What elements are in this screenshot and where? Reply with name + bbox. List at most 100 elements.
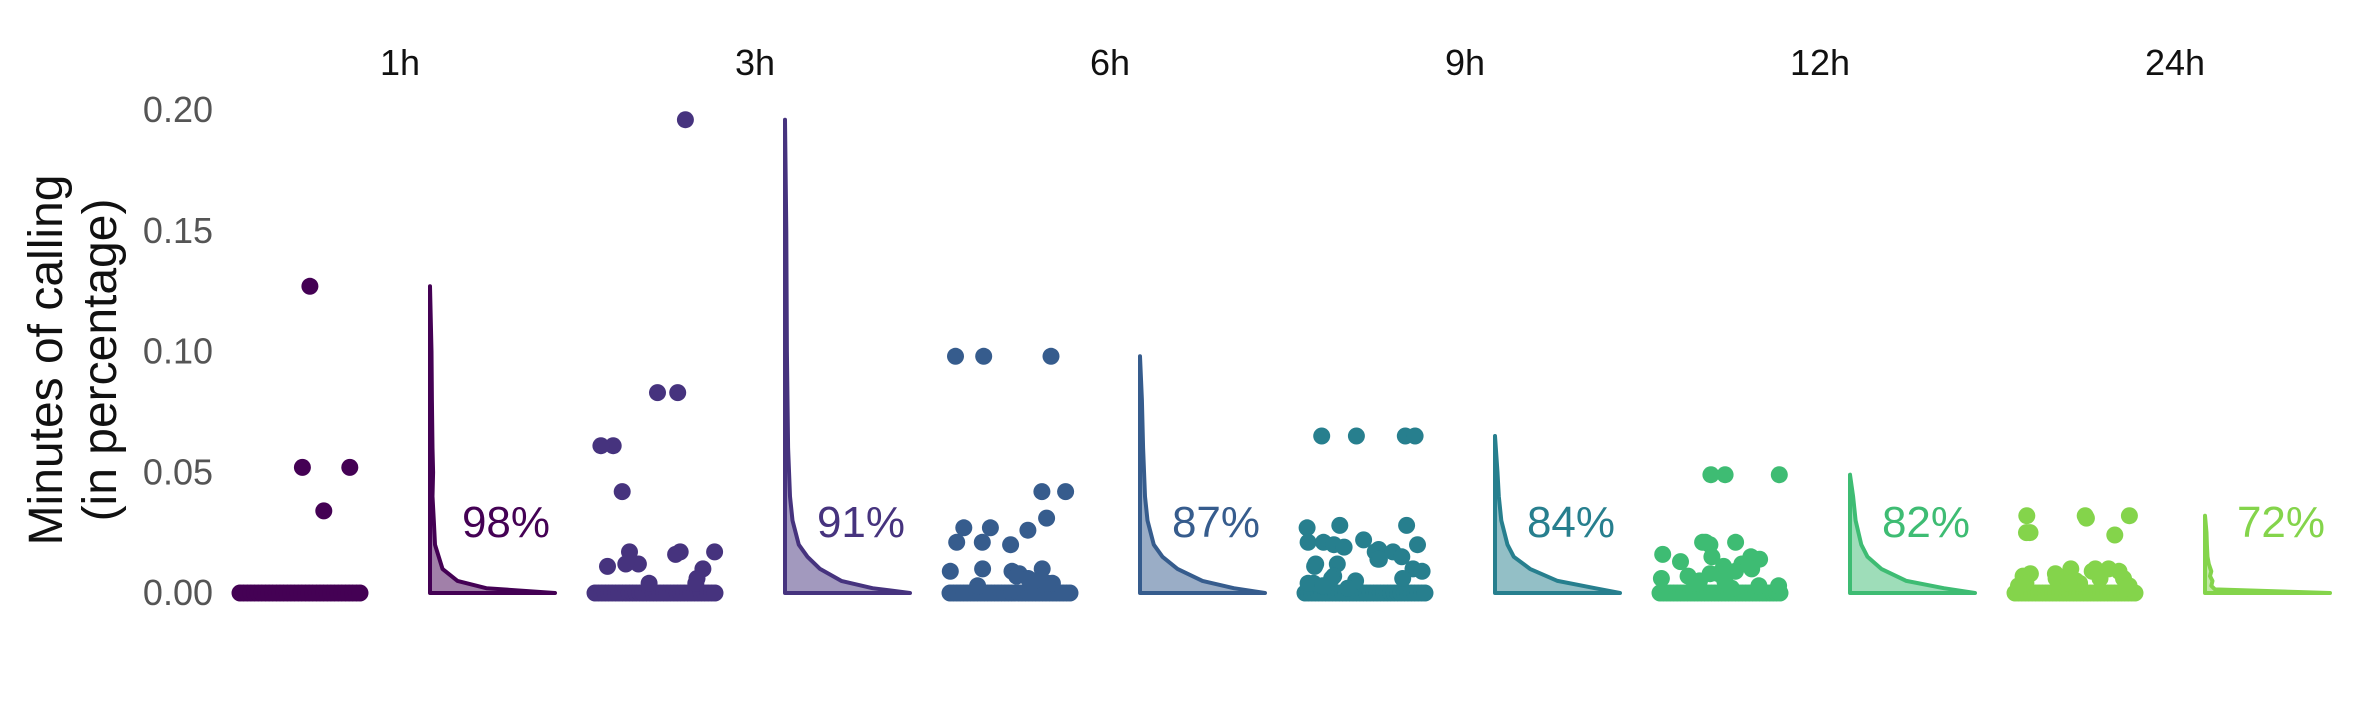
data-point [1042,347,1060,365]
facet-label: 9h [1445,42,1485,83]
data-point [1702,466,1720,484]
data-point [2118,579,2136,597]
data-point [1057,483,1075,501]
data-point [2091,570,2109,587]
data-point [640,574,658,592]
data-point [649,384,666,402]
density-curve [2203,513,2332,595]
data-point [1061,584,1079,602]
data-point [667,545,685,563]
data-point [1770,466,1788,484]
panel-1h: 1h 98% [231,42,557,602]
density-curve [428,284,557,595]
data-point [687,574,705,592]
data-point [1770,577,1788,595]
data-point [1413,562,1431,580]
panel-6h: 6h 87% [941,42,1267,602]
percent-label: 84% [1527,498,1615,547]
data-point [1394,570,1412,587]
y-tick-label: 0.00 [143,572,213,613]
panel-24h: 24h 72% [2006,42,2332,602]
data-point [2077,509,2095,527]
y-tick-label: 0.05 [143,451,213,492]
data-point [1306,557,1324,575]
data-point [599,557,616,575]
data-point [617,555,635,573]
y-tick-label: 0.10 [143,331,213,372]
data-point [592,437,610,455]
data-point [1716,466,1734,484]
data-point [941,562,959,580]
y-axis-title-line-2: (in percentage) [74,199,127,522]
data-point [1314,577,1332,595]
data-point [706,543,724,561]
density-curve [1138,354,1267,595]
data-point [1750,577,1768,595]
data-point [1347,427,1365,445]
data-point [948,533,966,551]
data-point [1355,531,1373,549]
data-point [2018,524,2035,542]
data-point [293,458,311,476]
data-point [1686,574,1704,592]
data-point [1299,574,1317,592]
data-point [2120,507,2138,525]
data-point [1033,560,1051,578]
data-point [974,560,992,578]
data-point [351,584,369,602]
facet-label: 1h [380,42,420,83]
percent-label: 72% [2237,498,2325,547]
data-point [1406,427,1424,445]
chart-panels: 1h 98% 3h 91% 6h 87% 9h 84% 12h 82% 24h 72% [231,42,2332,602]
data-point [1025,572,1043,590]
data-point [1298,519,1316,537]
data-point [1313,427,1331,445]
panel-9h: 9h 84% [1296,42,1622,602]
data-point [1672,553,1689,571]
data-point [1339,579,1357,597]
data-point [341,458,359,476]
data-point [2010,577,2027,595]
data-point [1331,516,1349,534]
facet-label: 3h [735,42,775,83]
density-curve [1848,472,1977,595]
data-point [975,347,993,365]
data-point [2018,507,2036,525]
data-point [2060,574,2078,592]
data-point [969,577,987,595]
data-point [604,437,622,455]
data-point [1299,533,1317,551]
data-point [1002,536,1020,554]
data-point [1727,533,1745,551]
data-point [1033,483,1051,501]
data-point [1038,509,1056,527]
data-point [669,384,687,402]
data-point [1654,545,1672,563]
percent-label: 91% [817,498,905,547]
data-point [973,533,991,551]
data-point [955,519,973,537]
data-point [1039,574,1056,592]
percent-label: 87% [1172,498,1260,547]
data-point [1335,538,1353,556]
data-point [1398,516,1416,534]
data-point [706,584,724,602]
facet-label: 24h [2145,42,2205,83]
data-point [1723,579,1740,597]
data-point [1652,570,1670,587]
y-axis-ticks: 0.00 0.05 0.10 0.15 0.20 [143,89,213,613]
data-point [981,519,999,537]
data-point [947,347,964,365]
y-axis-title: Minutes of calling (in percentage) [20,175,127,546]
panel-12h: 12h 82% [1651,42,1977,602]
y-tick-label: 0.20 [143,89,213,130]
data-point [301,277,319,295]
data-point [1409,536,1426,554]
percent-label: 98% [462,498,550,547]
y-tick-label: 0.15 [143,210,213,251]
data-point [2106,526,2124,544]
facet-label: 12h [1790,42,1850,83]
data-point [629,555,647,573]
data-point [1743,560,1761,578]
